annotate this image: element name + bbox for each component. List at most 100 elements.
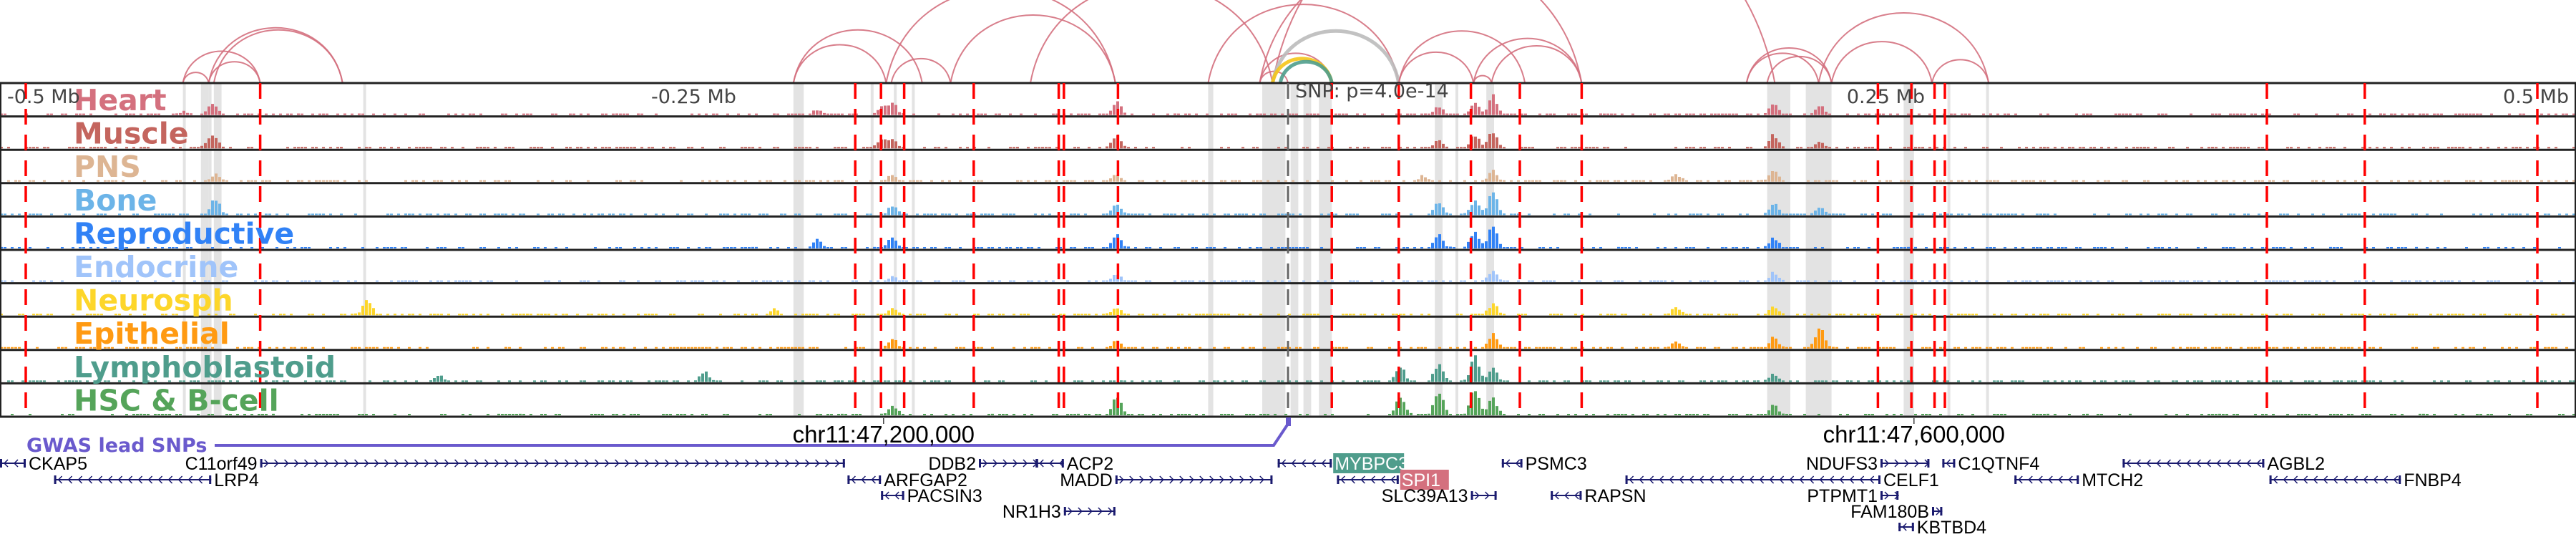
gene-label: DDB2 <box>928 454 976 474</box>
chromatin-loop-arc <box>1397 52 1475 84</box>
exon <box>1035 459 1038 468</box>
exon <box>1270 475 1273 484</box>
exon <box>1520 459 1523 468</box>
exon <box>1880 459 1883 468</box>
enhancer-lines <box>24 83 2539 417</box>
exon <box>24 459 26 468</box>
track-label: Heart <box>74 83 167 117</box>
track-label: Neurosph <box>74 284 233 318</box>
gene-acp2: ACP2 <box>1035 454 1113 474</box>
gene-pacsin3: PACSIN3 <box>881 486 982 506</box>
chromatin-loop-arc <box>1397 30 1526 84</box>
chromatin-loop-arc <box>1473 74 1493 84</box>
chromatin-loop-arc <box>1270 29 1401 84</box>
gene-celf1: CELF1 <box>1625 470 1939 490</box>
strand-minus-arrows <box>1554 491 1579 500</box>
gene-track: GWAS lead SNPs chr11:47,200,000 chr11:47,… <box>0 417 2462 537</box>
chromatin-loop-arc <box>1259 0 1583 84</box>
chromatin-loop-arc <box>1818 11 1990 84</box>
gene-lrp4: LRP4 <box>54 470 259 490</box>
gene-highlight-box <box>1333 453 1405 473</box>
chromatin-loop-arc <box>885 0 1116 84</box>
gene-label: CELF1 <box>1883 470 1939 490</box>
chromatin-loop-arc <box>792 44 887 84</box>
track-label: Reproductive <box>74 216 294 251</box>
gene-label: SLC39A13 <box>1382 486 1468 506</box>
exon <box>1579 491 1582 500</box>
exon <box>847 475 850 484</box>
exon <box>209 475 212 484</box>
track-label: HSC & B-cell <box>74 383 279 417</box>
strand-minus-arrows <box>57 475 203 484</box>
strand-plus-arrows <box>1884 459 1930 468</box>
gene-rapsn: RAPSN <box>1551 486 1646 506</box>
signal-bars <box>7 170 2575 182</box>
exon <box>1942 459 1945 468</box>
exon <box>2014 475 2017 484</box>
gene-c11orf49: C11orf49 <box>185 454 845 474</box>
chromatin-loop-arc <box>1931 59 1990 84</box>
track-label: PNS <box>74 150 141 184</box>
exon <box>1940 507 1943 516</box>
chromatin-loop-arc <box>1766 55 1833 84</box>
coordinate-label: chr11:47,200,000 <box>793 421 975 448</box>
chromatin-loop-arc <box>950 14 1116 84</box>
strand-minus-arrows <box>3 459 19 468</box>
signal-track-hsc-b-cell <box>0 382 2576 415</box>
gene-label: ACP2 <box>1067 454 1113 474</box>
chromatin-loop-arc <box>182 50 261 84</box>
exon <box>1337 475 1340 484</box>
gene-mybpc3: MYBPC3 <box>1277 453 1408 474</box>
chromatin-loop-arc <box>1278 59 1334 84</box>
track-label: Endocrine <box>74 250 238 284</box>
strand-plus-arrows <box>1068 507 1113 516</box>
gene-label: RAPSN <box>1584 486 1646 506</box>
gene-label: PTPMT1 <box>1807 486 1878 506</box>
chromatin-loop-arc <box>1491 45 1583 84</box>
exon <box>1896 491 1899 500</box>
exon <box>1625 475 1628 484</box>
strand-minus-arrows <box>1629 475 1875 484</box>
strand-minus-arrows <box>1340 475 1395 484</box>
exon <box>1113 507 1116 516</box>
exon <box>881 491 884 500</box>
strand-minus-arrows <box>1902 523 1907 531</box>
exon <box>1880 491 1883 500</box>
exon <box>1277 459 1280 468</box>
exon <box>842 459 845 468</box>
gene-spi1: SPI1 <box>1337 470 1449 490</box>
strand-plus-arrows <box>264 459 840 468</box>
exon <box>54 475 57 484</box>
snp-pvalue-label: SNP: p=4.0e-14 <box>1295 80 1449 102</box>
gene-agbl2: AGBL2 <box>2122 454 2325 474</box>
exon <box>1953 459 1956 468</box>
gene-fnbp4: FNBP4 <box>2269 470 2462 490</box>
gene-psmc3: PSMC3 <box>1501 454 1587 474</box>
exon <box>1911 523 1914 531</box>
gwas-snp-connector <box>215 422 1289 447</box>
gene-label: PSMC3 <box>1526 454 1587 474</box>
gene-highlight-box <box>1400 470 1449 490</box>
signal-track-bone <box>0 182 2576 216</box>
gene-nr1h3: NR1H3 <box>1002 502 1116 522</box>
gene-label: MADD <box>1060 470 1113 490</box>
exon <box>1330 459 1332 468</box>
axis-right-label: 0.5 Mb <box>2503 86 2569 108</box>
strand-minus-arrows <box>851 475 876 484</box>
gene-label: MYBPC3 <box>1335 454 1408 474</box>
exon <box>1061 459 1064 468</box>
chromatin-loop-arc <box>213 29 343 84</box>
gene-ndufs3: NDUFS3 <box>1806 454 1930 474</box>
exon <box>1063 507 1066 516</box>
gene-kbtbd4: KBTBD4 <box>1898 518 1986 537</box>
track-label: Muscle <box>74 117 189 151</box>
exon <box>1927 459 1930 468</box>
axis-left-label: -0.5 Mb <box>7 86 80 108</box>
chromatin-loops <box>182 0 1990 84</box>
strand-minus-arrows <box>1946 459 1951 468</box>
gene-label: C1QTNF4 <box>1958 454 2039 474</box>
exon <box>1115 475 1118 484</box>
gene-label: NDUFS3 <box>1806 454 1878 474</box>
chromatin-loop-arc <box>792 29 923 84</box>
gene-mtch2: MTCH2 <box>2014 470 2143 490</box>
